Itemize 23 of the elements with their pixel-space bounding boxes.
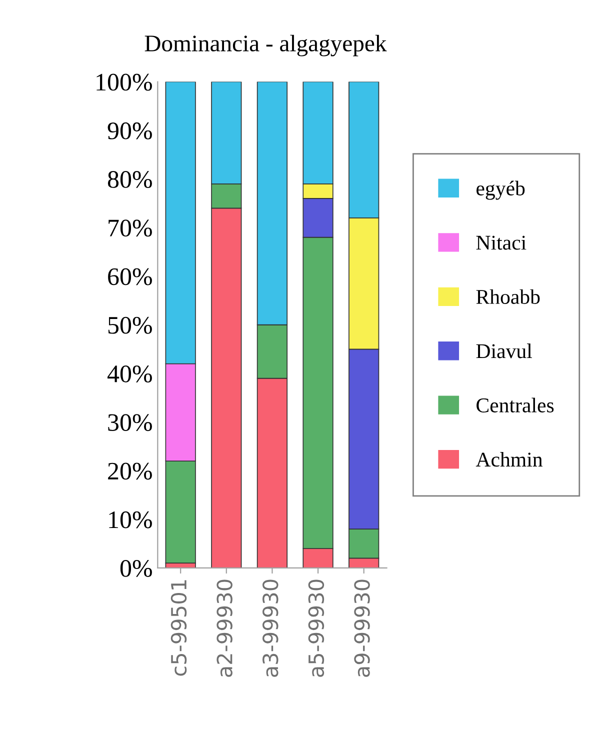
- y-tick-label: 60%: [108, 268, 152, 286]
- y-tick-label: 90%: [108, 122, 152, 140]
- x-tick-label: a3-99930: [262, 580, 278, 677]
- y-tick-label: 40%: [107, 366, 152, 382]
- x-tick-label: a2-99930: [216, 580, 232, 677]
- y-tick-label: 100%: [96, 74, 152, 91]
- y-tick-label: 0%: [120, 560, 152, 577]
- y-tick-label: 80%: [108, 171, 152, 188]
- chart-title: Dominancia - algagyepek: [144, 34, 387, 56]
- legend-label: Diavul: [476, 344, 532, 358]
- legend-label: egyéb: [476, 180, 525, 200]
- legend-label: Rhoabb: [476, 289, 540, 304]
- y-tick-label: 30%: [108, 414, 152, 432]
- y-tick-label: 50%: [108, 316, 152, 334]
- y-tick-label: 70%: [108, 220, 152, 237]
- legend-label: Nitaci: [476, 236, 526, 250]
- x-tick-label: c5-99501: [170, 580, 187, 676]
- y-tick-label: 20%: [108, 462, 152, 480]
- x-tick-label: a5-99930: [308, 580, 324, 677]
- legend-label: Centrales: [476, 398, 554, 412]
- y-tick-label: 10%: [109, 511, 152, 528]
- legend-label: Achmin: [476, 452, 543, 467]
- x-tick-label: a9-99930: [354, 580, 370, 677]
